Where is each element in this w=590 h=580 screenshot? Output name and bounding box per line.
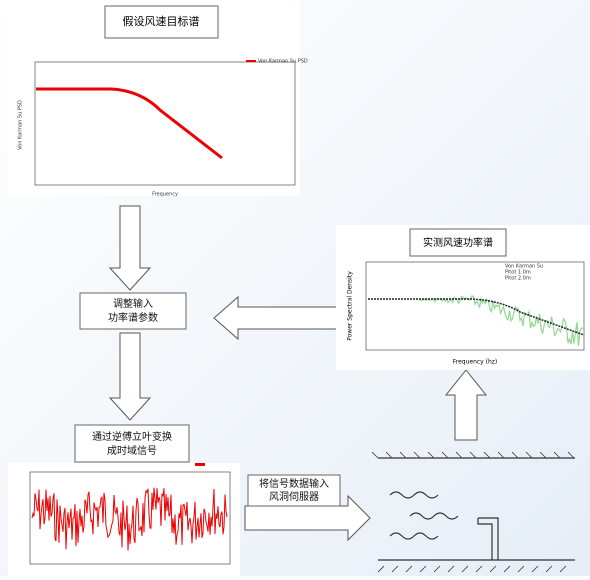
signal-line xyxy=(31,487,228,551)
step-text: 风洞伺服器 xyxy=(269,490,319,503)
step-1: 调整输入 功率谱参数 xyxy=(79,292,187,330)
arrow-down xyxy=(108,332,152,421)
legend-label: Pitot 1.0m xyxy=(505,270,531,276)
step-3: 将信号数据输入 风洞伺服器 xyxy=(247,474,341,507)
step-text: 功率谱参数 xyxy=(108,311,158,324)
arrow-left xyxy=(213,295,341,341)
y-label: Von Karman Su PSD xyxy=(18,100,24,150)
target-chart: 假设风速目标谱 Von Karman Su PSD Frequency Von … xyxy=(8,0,308,198)
legend-label: Pitot 2.0m xyxy=(505,276,531,282)
wind-tunnel xyxy=(371,451,575,573)
psd-curve xyxy=(36,87,223,160)
wind-wave xyxy=(389,491,439,499)
x-label: Frequency (hz) xyxy=(453,359,498,366)
plot-frame xyxy=(365,261,585,351)
arrow-down xyxy=(108,205,152,291)
title-box xyxy=(409,228,507,257)
legend-label: Von Karman Su PSD xyxy=(258,59,308,65)
plot-frame xyxy=(34,61,296,186)
measured-chart: 实测风速功率谱 Von Karman Su Pitot 1.0m Pitot 2… xyxy=(336,225,590,370)
legend-label: Von Karman Su xyxy=(505,264,543,270)
step-box xyxy=(74,424,190,463)
x-label: Frequency xyxy=(152,192,178,198)
hatch xyxy=(371,451,575,459)
plot-frame xyxy=(29,471,231,565)
pitot-probe xyxy=(477,517,499,560)
title-box xyxy=(104,5,219,39)
legend-swatch xyxy=(195,463,205,466)
signal-chart xyxy=(8,463,240,576)
arrow-up xyxy=(444,369,488,441)
step-text: 调整输入 xyxy=(113,297,153,310)
arrow-right xyxy=(244,494,371,542)
step-2: 通过逆傅立叶变换 成时域信号 xyxy=(74,424,190,463)
step-box xyxy=(247,474,341,507)
chart-title: 假设风速目标谱 xyxy=(123,14,200,28)
step-text: 成时域信号 xyxy=(107,444,157,457)
step-text: 将信号数据输入 xyxy=(259,477,329,490)
y-label: Power Spectral Density xyxy=(347,271,354,341)
hatch xyxy=(377,565,567,573)
theory-line xyxy=(368,298,585,336)
step-box xyxy=(79,292,187,330)
wind-wave xyxy=(389,532,439,540)
step-text: 通过逆傅立叶变换 xyxy=(92,430,172,443)
chart-title: 实测风速功率谱 xyxy=(423,236,493,249)
wind-wave xyxy=(409,512,459,520)
